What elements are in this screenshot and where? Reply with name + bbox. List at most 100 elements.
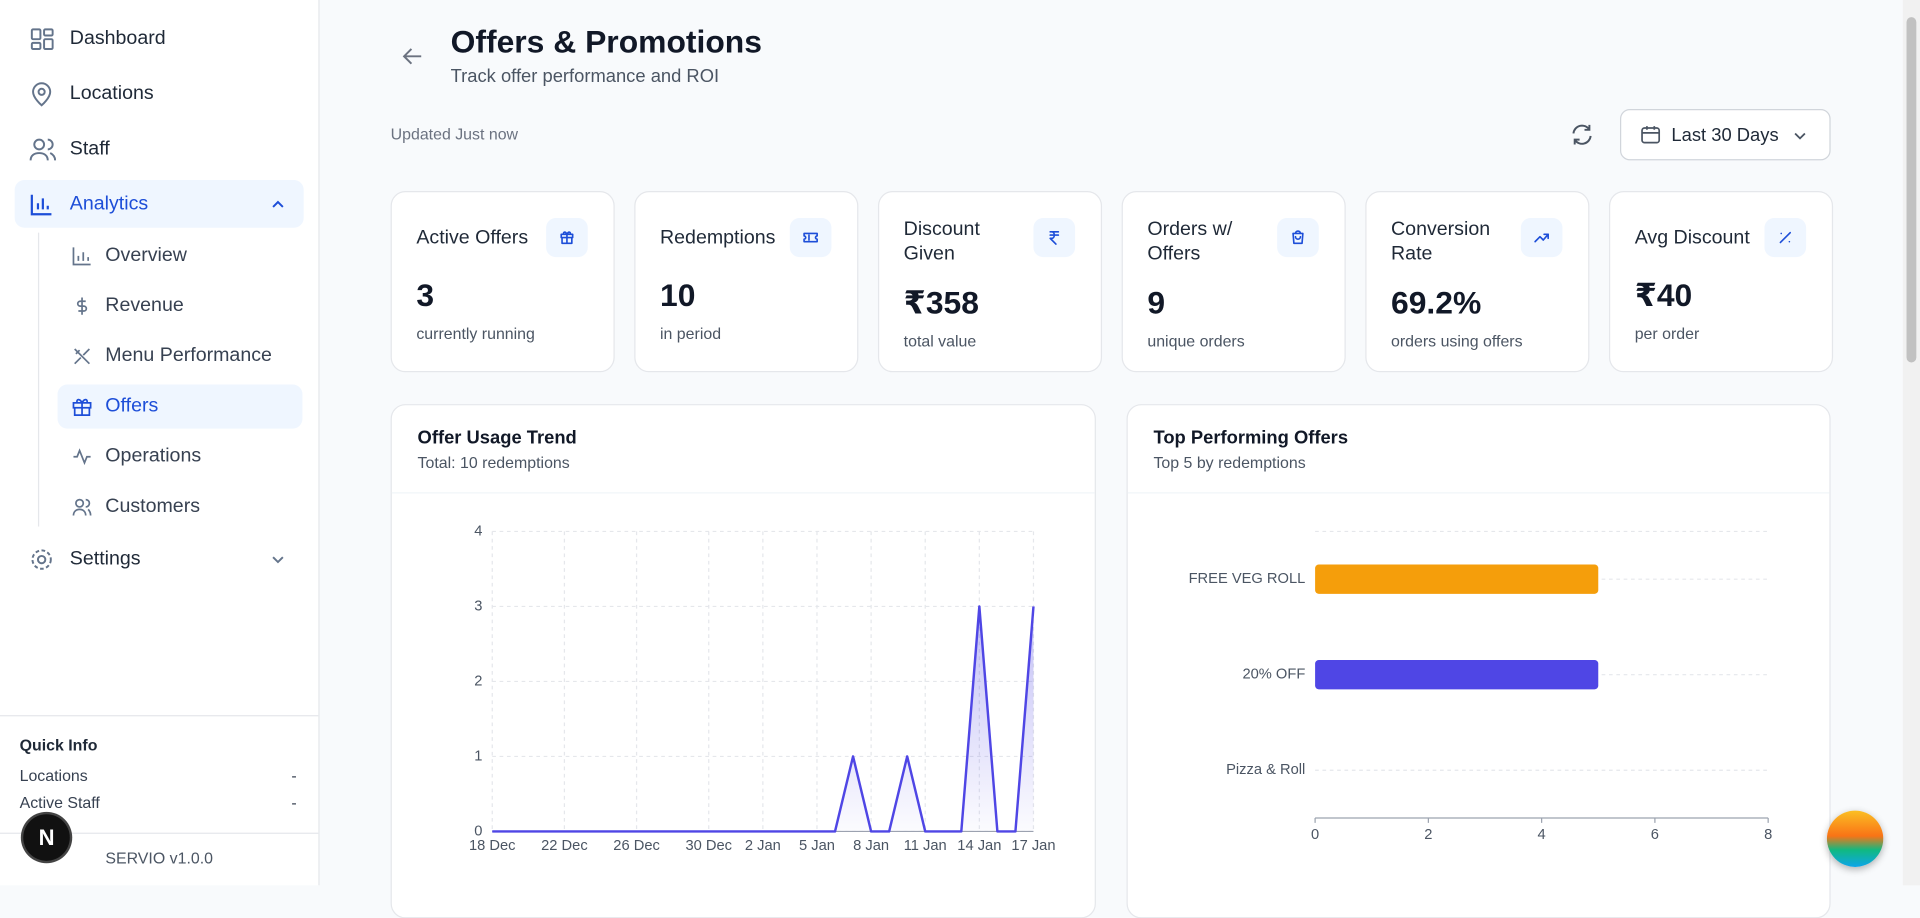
date-range-label: Last 30 Days bbox=[1671, 124, 1779, 146]
icon-path bbox=[1049, 231, 1060, 245]
nav-item[interactable]: Dashboard bbox=[69, 28, 166, 49]
nav-subitem[interactable]: Customers bbox=[105, 495, 201, 517]
x-tick-label: 8 bbox=[1764, 827, 1772, 843]
divider bbox=[0, 832, 319, 834]
bar bbox=[1315, 660, 1599, 690]
active-item[interactable] bbox=[57, 384, 303, 429]
icon bbox=[31, 549, 52, 570]
x-tick-label: 2 bbox=[1424, 827, 1432, 843]
back-button[interactable] bbox=[402, 47, 424, 67]
chart-title: Top Performing Offers bbox=[1153, 427, 1349, 449]
avatar[interactable]: N bbox=[23, 814, 70, 861]
chart-title: Offer Usage Trend bbox=[417, 427, 577, 449]
divider bbox=[1127, 492, 1830, 494]
y-tick-label: 4 bbox=[474, 523, 482, 539]
kpi-label: Conversion Rate bbox=[1391, 219, 1491, 265]
icon bbox=[30, 194, 52, 216]
scrollbar-thumb bbox=[1906, 17, 1917, 363]
icon-path bbox=[1534, 233, 1549, 243]
sidebar: Dashboard Locations Staff Analytics Over… bbox=[0, 0, 320, 886]
kpi-icon bbox=[789, 217, 832, 258]
x-tick-label: 4 bbox=[1538, 827, 1546, 843]
icon bbox=[72, 247, 91, 266]
date-range-button[interactable]: Last 30 Days bbox=[1620, 108, 1831, 161]
chevron bbox=[272, 200, 284, 208]
x-tick-label: 2 Jan bbox=[745, 838, 781, 854]
kpi-label: Orders w/ Offers bbox=[1147, 219, 1233, 265]
assistant-button[interactable] bbox=[1826, 810, 1884, 867]
kpi-note: currently running bbox=[416, 324, 535, 343]
y-tick-label: 20% OFF bbox=[1242, 667, 1305, 683]
icon-path bbox=[803, 232, 818, 243]
icon bbox=[1049, 231, 1060, 245]
kpi-value: 10 bbox=[660, 276, 696, 314]
nav-subitem[interactable]: Revenue bbox=[105, 295, 184, 316]
x-tick-label: 6 bbox=[1651, 827, 1659, 843]
area bbox=[492, 606, 1034, 832]
bar-chart-card: Top Performing Offers Top 5 by redemptio… bbox=[1126, 404, 1831, 918]
kpi-icon bbox=[1033, 217, 1076, 258]
nav-subitem[interactable]: Operations bbox=[105, 445, 202, 467]
x-tick-label: 17 Jan bbox=[1011, 838, 1055, 854]
y-tick-label: 1 bbox=[474, 748, 482, 764]
version: SERVIO v1.0.0 bbox=[105, 848, 214, 867]
kpi-note: in period bbox=[660, 324, 722, 343]
x-tick-label: 5 Jan bbox=[799, 838, 835, 854]
line bbox=[492, 605, 1035, 833]
icon bbox=[72, 498, 92, 516]
kpi-value: ₹40 bbox=[1634, 276, 1693, 314]
icon bbox=[73, 448, 91, 466]
x-tick-label: 0 bbox=[1311, 827, 1319, 843]
bar bbox=[1315, 564, 1599, 594]
quick-info-label: Locations bbox=[19, 766, 88, 785]
kpi-value: 9 bbox=[1147, 284, 1166, 321]
nav-subitem[interactable]: Overview bbox=[105, 244, 187, 266]
kpi-icon bbox=[1277, 217, 1319, 258]
updated-text: Updated Just now bbox=[390, 124, 519, 144]
x-tick-label: 22 Dec bbox=[541, 838, 588, 854]
icon bbox=[29, 138, 57, 161]
refresh-button[interactable] bbox=[1570, 122, 1594, 146]
kpi-card: Redemptions 10 in period bbox=[634, 191, 859, 373]
icon bbox=[30, 28, 54, 50]
page-title: Offers & Promotions bbox=[450, 23, 762, 61]
kpi-note: orders using offers bbox=[1391, 331, 1523, 351]
kpi-card: Orders w/ Offers 9 unique orders bbox=[1121, 191, 1346, 373]
icon bbox=[76, 297, 88, 315]
kpi-card: Discount Given ₹358 total value bbox=[877, 191, 1103, 373]
kpi-label: Active Offers bbox=[416, 227, 529, 249]
quick-info-value: - bbox=[291, 766, 297, 785]
active-group[interactable] bbox=[14, 180, 304, 228]
nav-item[interactable]: Staff bbox=[69, 138, 110, 160]
quick-info-title: Quick Info bbox=[19, 735, 98, 755]
nav-item[interactable]: Analytics bbox=[69, 193, 149, 215]
kpi-label: Redemptions bbox=[660, 227, 776, 249]
line-chart-card: Offer Usage Trend Total: 10 redemptions … bbox=[390, 404, 1096, 918]
icon bbox=[560, 231, 574, 245]
icon bbox=[1534, 233, 1549, 243]
kpi-note: per order bbox=[1634, 324, 1700, 343]
bar-chart: 0 2 4 6 8 FREE VEG ROLL 20% OFF Pizza & Roll bbox=[1189, 530, 1772, 843]
nav-subitem[interactable]: Offers bbox=[105, 395, 159, 417]
chart-subtitle: Total: 10 redemptions bbox=[417, 453, 570, 472]
icon bbox=[803, 232, 818, 243]
x-tick-label: 18 Dec bbox=[469, 838, 516, 854]
x-tick-label: 8 Jan bbox=[853, 838, 889, 854]
quick-info-label: Active Staff bbox=[19, 793, 100, 812]
x-tick-label: 26 Dec bbox=[613, 838, 660, 854]
icon bbox=[74, 348, 90, 365]
icon bbox=[1779, 231, 1792, 244]
nav-item[interactable]: Locations bbox=[69, 83, 154, 105]
icon-path bbox=[1779, 231, 1792, 244]
kpi-value: 3 bbox=[416, 276, 435, 314]
icon-path bbox=[560, 231, 574, 245]
kpi-card: Active Offers 3 currently running bbox=[390, 191, 615, 373]
kpi-label: Discount Given bbox=[903, 219, 980, 265]
nav-subitem[interactable]: Menu Performance bbox=[105, 345, 272, 367]
nav-item[interactable]: Settings bbox=[69, 548, 141, 570]
icon bbox=[72, 398, 92, 416]
kpi-value: ₹358 bbox=[903, 284, 979, 321]
x-tick-label: 30 Dec bbox=[685, 838, 732, 854]
